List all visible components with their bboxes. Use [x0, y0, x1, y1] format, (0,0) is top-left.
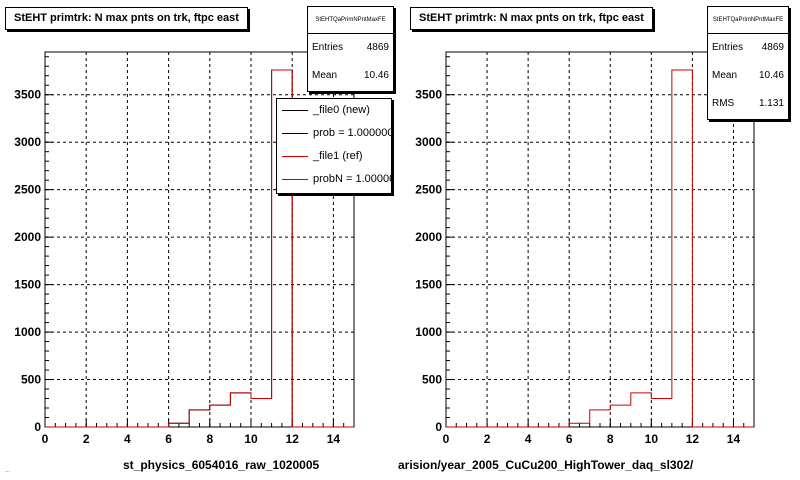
legend-label: probN = 1.000000 [313, 173, 391, 185]
plot-frame [445, 51, 755, 428]
histogram-series-0 [446, 69, 754, 428]
stats-mean-label: Mean [712, 70, 738, 81]
y-tick-label: 3000 [14, 135, 41, 149]
legend-left: _file0 (new) prob = 1.000000 _file1 (ref… [276, 98, 392, 194]
x-tick-label: 2 [83, 432, 90, 446]
x-tick-label: 0 [443, 432, 450, 446]
stats-entries-label: Entries [312, 42, 344, 53]
x-tick-label: 12 [286, 432, 300, 446]
x-tick-label: 8 [607, 432, 614, 446]
y-tick-label: 3000 [415, 135, 442, 149]
stats-mean-row: Mean 10.46 [308, 62, 393, 90]
stats-box-right: StEHTQaPrimNPntMaxFE Entries 4869 Mean 1… [707, 6, 789, 120]
y-tick-label: 2000 [14, 230, 41, 244]
chart-title-left: StEHT primtrk: N max pnts on trk, ftpc e… [5, 7, 248, 30]
legend-swatch-black [282, 110, 308, 111]
stats-header: StEHTQaPrimNPntMaxFE [308, 7, 393, 34]
y-tick-label: 500 [422, 373, 442, 387]
y-tick-label: 1000 [415, 325, 442, 339]
x-caption-right: arision/year_2005_CuCu200_HighTower_daq_… [398, 458, 694, 472]
stats-entries-row: Entries 4869 [308, 34, 393, 62]
stats-box-left: StEHTQaPrimNPntMaxFE Entries 4869 Mean 1… [307, 6, 394, 92]
x-tick-label: 8 [206, 432, 213, 446]
y-tick-label: 2500 [415, 183, 442, 197]
stats-rms-value: 1.131 [758, 98, 784, 109]
y-tick-label: 3500 [14, 88, 41, 102]
y-tick-label: 1500 [415, 278, 442, 292]
legend-swatch-red [282, 156, 308, 157]
x-tick-label: 14 [727, 432, 741, 446]
stats-mean-value: 10.46 [363, 70, 389, 81]
x-caption-left: st_physics_6054016_raw_1020005 [123, 458, 320, 472]
stats-entries-row: Entries 4869 [708, 34, 788, 62]
x-tick-label: 6 [566, 432, 573, 446]
x-tick-label: 14 [327, 432, 341, 446]
legend-entry-file0: _file0 (new) [277, 99, 391, 122]
x-tick-label: 4 [525, 432, 532, 446]
stats-entries-label: Entries [712, 42, 744, 53]
footnote-left: ... [5, 468, 11, 474]
stats-entries-value: 4869 [366, 42, 389, 53]
stats-header: StEHTQaPrimNPntMaxFE [708, 7, 788, 34]
stats-mean-label: Mean [312, 70, 338, 81]
y-tick-label: 2500 [14, 183, 41, 197]
stats-mean-value: 10.46 [758, 70, 784, 81]
legend-label: _file1 (ref) [313, 150, 363, 162]
y-tick-label: 3500 [415, 88, 442, 102]
x-tick-label: 10 [645, 432, 659, 446]
legend-swatch-black [282, 133, 308, 134]
x-tick-label: 12 [686, 432, 700, 446]
stats-mean-row: Mean 10.46 [708, 62, 788, 90]
legend-swatch-red [282, 179, 308, 180]
x-tick-label: 10 [244, 432, 258, 446]
legend-label: prob = 1.000000 [313, 127, 392, 139]
stats-rms-label: RMS [712, 98, 735, 109]
legend-entry-file1: _file1 (ref) [277, 145, 391, 168]
y-tick-label: 2000 [415, 230, 442, 244]
x-tick-label: 0 [42, 432, 49, 446]
y-tick-label: 0 [435, 420, 442, 434]
legend-label: _file0 (new) [313, 104, 370, 116]
legend-entry-prob: prob = 1.000000 [277, 122, 391, 145]
stats-entries-value: 4869 [761, 42, 784, 53]
y-tick-label: 0 [34, 420, 41, 434]
chart-title-right: StEHT primtrk: N max pnts on trk, ftpc e… [410, 7, 653, 30]
stats-rms-row: RMS 1.131 [708, 90, 788, 118]
x-tick-label: 2 [484, 432, 491, 446]
y-tick-label: 1500 [14, 278, 41, 292]
x-tick-label: 4 [124, 432, 131, 446]
legend-entry-probn: probN = 1.000000 [277, 168, 391, 191]
y-tick-label: 500 [21, 373, 41, 387]
y-tick-label: 1000 [14, 325, 41, 339]
x-tick-label: 6 [165, 432, 172, 446]
